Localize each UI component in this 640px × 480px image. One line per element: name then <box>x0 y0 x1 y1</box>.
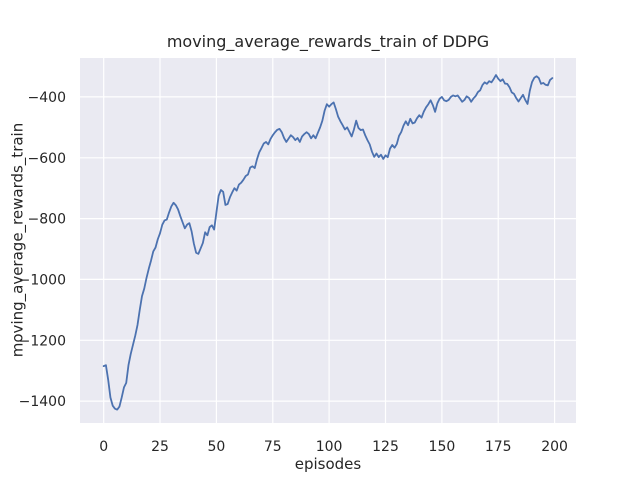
x-tick-label: 175 <box>485 439 512 455</box>
y-tick-label: −1000 <box>19 272 66 288</box>
y-tick-label: −1400 <box>19 394 66 410</box>
y-axis-label: moving_average_rewards_train <box>8 122 27 358</box>
x-axis-label: episodes <box>294 455 362 473</box>
x-tick-label: 150 <box>429 439 456 455</box>
x-tick-label: 75 <box>264 439 282 455</box>
x-tick-label: 50 <box>207 439 225 455</box>
x-tick-label: 25 <box>151 439 169 455</box>
y-tick-label: −1200 <box>19 333 66 349</box>
chart-title: moving_average_rewards_train of DDPG <box>166 32 490 51</box>
x-tick-label: 0 <box>99 439 108 455</box>
series-line <box>102 74 554 411</box>
plot-area <box>80 58 576 423</box>
x-tick-label: 200 <box>541 439 568 455</box>
x-tick-label: 125 <box>372 439 399 455</box>
x-tick-label: 100 <box>316 439 343 455</box>
y-tick-label: −600 <box>28 151 66 167</box>
y-tick-label: −800 <box>28 212 66 228</box>
y-tick-label: −400 <box>28 90 66 106</box>
